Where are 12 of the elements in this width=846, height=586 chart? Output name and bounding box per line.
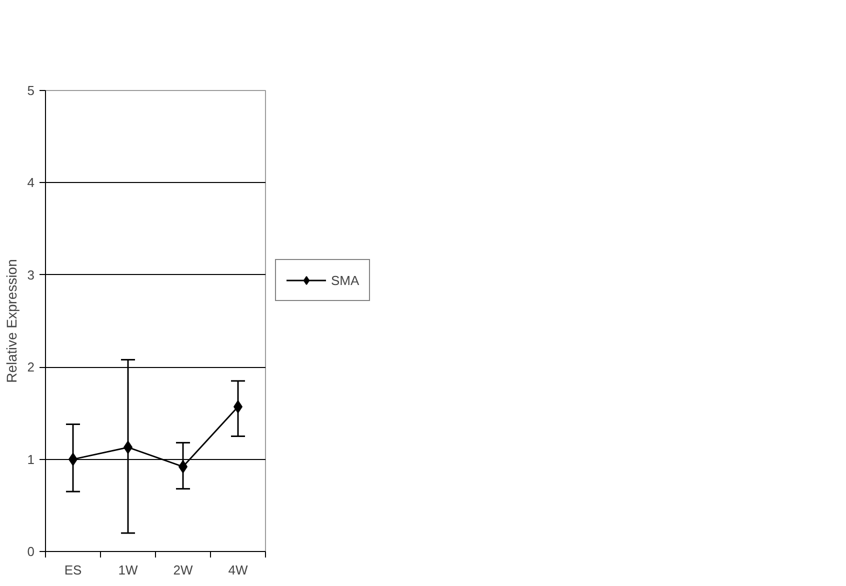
x-tick-label: 1W — [118, 562, 138, 578]
legend-label: SMA — [331, 272, 360, 288]
y-tick-label: 5 — [27, 83, 35, 98]
y-axis-title: Relative Expression — [3, 259, 20, 383]
y-tick-label: 4 — [27, 175, 35, 190]
x-tick-label: 2W — [173, 562, 194, 578]
y-tick-label: 0 — [27, 544, 35, 559]
y-tick-label: 3 — [27, 267, 35, 282]
y-tick-label: 1 — [27, 452, 35, 467]
y-tick-label: 2 — [27, 360, 35, 375]
x-tick-label: ES — [64, 562, 82, 578]
x-tick-label: 4W — [228, 562, 248, 578]
